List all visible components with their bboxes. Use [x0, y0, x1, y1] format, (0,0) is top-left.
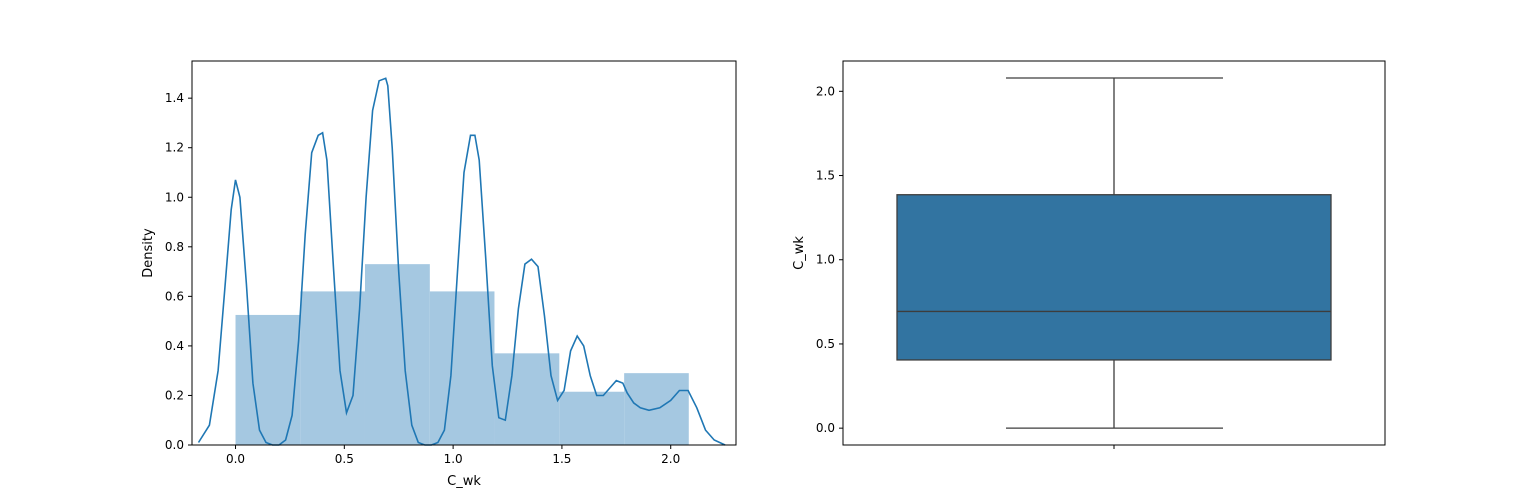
boxplot-y-tick-label: 0.0 [816, 421, 835, 435]
histogram-y-tick-label: 1.2 [165, 141, 184, 155]
histogram-bar-4 [429, 291, 495, 445]
histogram-plot-frame [191, 60, 737, 446]
histogram-panel: 0.0 0.5 1.0 1.5 2.0 0.0 0.2 0.4 0.6 0.8 1.0 1.2 1.4… [141, 60, 737, 489]
boxplot-y-tick-label: 1.5 [816, 169, 835, 183]
histogram-bar-3 [364, 264, 430, 445]
histogram-x-tick-label: 2.0 [661, 452, 680, 466]
histogram-y-tick-label: 0.2 [165, 388, 184, 402]
boxplot-box [896, 194, 1332, 361]
histogram-y-tick-label: 0.4 [165, 339, 184, 353]
boxplot-y-tick-label: 2.0 [816, 84, 835, 98]
histogram-y-tick-label: 1.0 [165, 190, 184, 204]
histogram-x-tick-label: 0.5 [335, 452, 354, 466]
histogram-x-tick-label: 1.5 [552, 452, 571, 466]
histogram-y-tick-label: 0.0 [165, 438, 184, 452]
histogram-bars [235, 264, 689, 445]
histogram-y-axis-label: Density [141, 228, 156, 278]
boxplot-elements [896, 77, 1332, 429]
histogram-x-ticks: 0.0 0.5 1.0 1.5 2.0 [226, 445, 680, 466]
kde-density-line [197, 77, 726, 446]
histogram-x-tick-label: 1.0 [444, 452, 463, 466]
histogram-bar-1 [235, 314, 301, 445]
histogram-y-tick-label: 1.4 [165, 91, 184, 105]
boxplot-y-tick-label: 1.0 [816, 253, 835, 267]
histogram-y-tick-label: 0.8 [165, 240, 184, 254]
histogram-x-tick-label: 0.0 [226, 452, 245, 466]
histogram-bar-5 [494, 353, 560, 445]
histogram-x-axis-label: C_wk [447, 474, 481, 489]
boxplot-panel: 0.0 0.5 1.0 1.5 2.0 C_wk [792, 60, 1386, 449]
boxplot-y-ticks: 0.0 0.5 1.0 1.5 2.0 [816, 84, 843, 435]
histogram-y-ticks: 0.0 0.2 0.4 0.6 0.8 1.0 1.2 1.4 [165, 91, 192, 452]
histogram-bar-6 [559, 391, 625, 445]
histogram-bar-2 [300, 291, 365, 445]
histogram-y-tick-label: 0.6 [165, 289, 184, 303]
boxplot-y-axis-label: C_wk [792, 236, 807, 270]
boxplot-y-tick-label: 0.5 [816, 337, 835, 351]
